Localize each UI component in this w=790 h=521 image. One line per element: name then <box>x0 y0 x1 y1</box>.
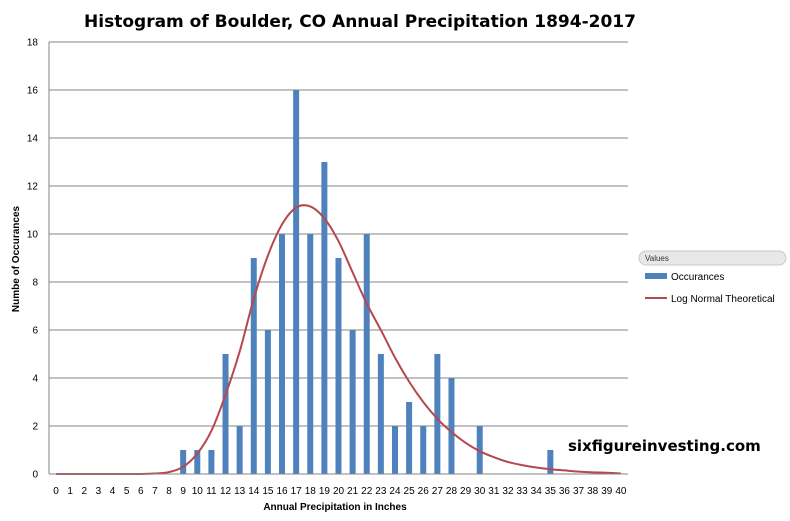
bar <box>194 450 201 474</box>
bar <box>434 354 441 474</box>
x-tick-label: 6 <box>138 486 144 497</box>
x-tick-label: 3 <box>96 486 102 497</box>
bar <box>363 234 370 474</box>
bar <box>264 330 271 474</box>
legend-header: Values <box>645 254 669 263</box>
x-tick-label: 17 <box>291 486 303 497</box>
x-tick-label: 13 <box>234 486 246 497</box>
x-tick-label: 37 <box>573 486 585 497</box>
bar <box>293 90 300 474</box>
legend-label-occurances: Occurances <box>671 272 724 283</box>
x-tick-label: 8 <box>166 486 172 497</box>
y-tick-label: 16 <box>27 86 39 97</box>
x-tick-label: 24 <box>389 486 401 497</box>
bar <box>476 426 483 474</box>
x-tick-label: 22 <box>361 486 373 497</box>
axes <box>48 42 628 475</box>
x-tick-label: 39 <box>601 486 613 497</box>
y-tick-label: 18 <box>27 38 39 49</box>
bar <box>236 426 243 474</box>
y-tick-label: 10 <box>27 230 39 241</box>
bar <box>307 234 314 474</box>
x-tick-label: 23 <box>375 486 387 497</box>
x-tick-label: 20 <box>333 486 345 497</box>
bar <box>349 330 356 474</box>
y-tick-label: 14 <box>27 134 39 145</box>
x-tick-label: 31 <box>488 486 500 497</box>
y-tick-label: 8 <box>32 278 38 289</box>
x-tick-label: 36 <box>559 486 571 497</box>
bar <box>406 402 413 474</box>
x-tick-label: 7 <box>152 486 158 497</box>
y-tick-labels: 0 2 4 6 8 10 12 14 16 18 <box>27 38 39 481</box>
x-tick-label: 25 <box>404 486 416 497</box>
x-tick-label: 27 <box>432 486 444 497</box>
bar <box>448 378 455 474</box>
x-tick-label: 38 <box>587 486 599 497</box>
y-tick-label: 6 <box>32 326 38 337</box>
x-tick-labels: 0 1 2 3 4 5 6 7 8 9 10 11 12 13 14 15 16 17 18 19 20 21 22 23 24… <box>53 486 627 497</box>
x-tick-label: 21 <box>347 486 359 497</box>
x-tick-label: 4 <box>110 486 116 497</box>
bar <box>335 258 342 474</box>
x-tick-label: 33 <box>517 486 529 497</box>
x-tick-label: 29 <box>460 486 472 497</box>
x-tick-label: 10 <box>192 486 204 497</box>
x-axis-title: Annual Precipitation in Inches <box>263 502 407 513</box>
x-tick-label: 16 <box>276 486 288 497</box>
legend-header-bar <box>638 250 787 266</box>
bar <box>420 426 427 474</box>
y-tick-label: 12 <box>27 182 39 193</box>
chart-title: Histogram of Boulder, CO Annual Precipit… <box>84 12 636 32</box>
x-tick-label: 12 <box>220 486 232 497</box>
bar <box>279 234 286 474</box>
bar <box>377 354 384 474</box>
x-tick-label: 19 <box>319 486 331 497</box>
bar <box>222 354 229 474</box>
bar <box>391 426 398 474</box>
x-tick-label: 0 <box>53 486 59 497</box>
x-tick-label: 1 <box>67 486 73 497</box>
y-tick-label: 2 <box>32 422 38 433</box>
gridlines <box>49 41 628 427</box>
x-tick-label: 26 <box>418 486 430 497</box>
x-tick-label: 28 <box>446 486 458 497</box>
x-tick-label: 34 <box>531 486 543 497</box>
bar <box>250 258 257 474</box>
x-tick-label: 2 <box>82 486 88 497</box>
bar <box>180 450 187 474</box>
bar-series-occurances <box>180 90 554 474</box>
legend-swatch-occurances <box>645 273 667 279</box>
legend: Values Occurances Log Normal Theoretical <box>638 250 787 305</box>
x-tick-label: 35 <box>545 486 557 497</box>
x-tick-label: 5 <box>124 486 130 497</box>
x-tick-label: 14 <box>248 486 260 497</box>
bar <box>208 450 215 474</box>
legend-label-log-normal: Log Normal Theoretical <box>671 294 775 305</box>
x-tick-label: 9 <box>180 486 186 497</box>
x-tick-label: 40 <box>615 486 627 497</box>
y-tick-label: 4 <box>32 374 38 385</box>
bar <box>321 162 328 474</box>
x-tick-label: 32 <box>502 486 514 497</box>
y-tick-label: 0 <box>32 470 38 481</box>
x-tick-label: 18 <box>305 486 317 497</box>
y-axis-title: Numbe of Occurances <box>11 205 22 312</box>
x-tick-label: 11 <box>206 486 217 497</box>
bar <box>547 450 554 474</box>
x-tick-label: 30 <box>474 486 486 497</box>
x-tick-label: 15 <box>262 486 274 497</box>
watermark: sixfigureinvesting.com <box>568 437 761 455</box>
